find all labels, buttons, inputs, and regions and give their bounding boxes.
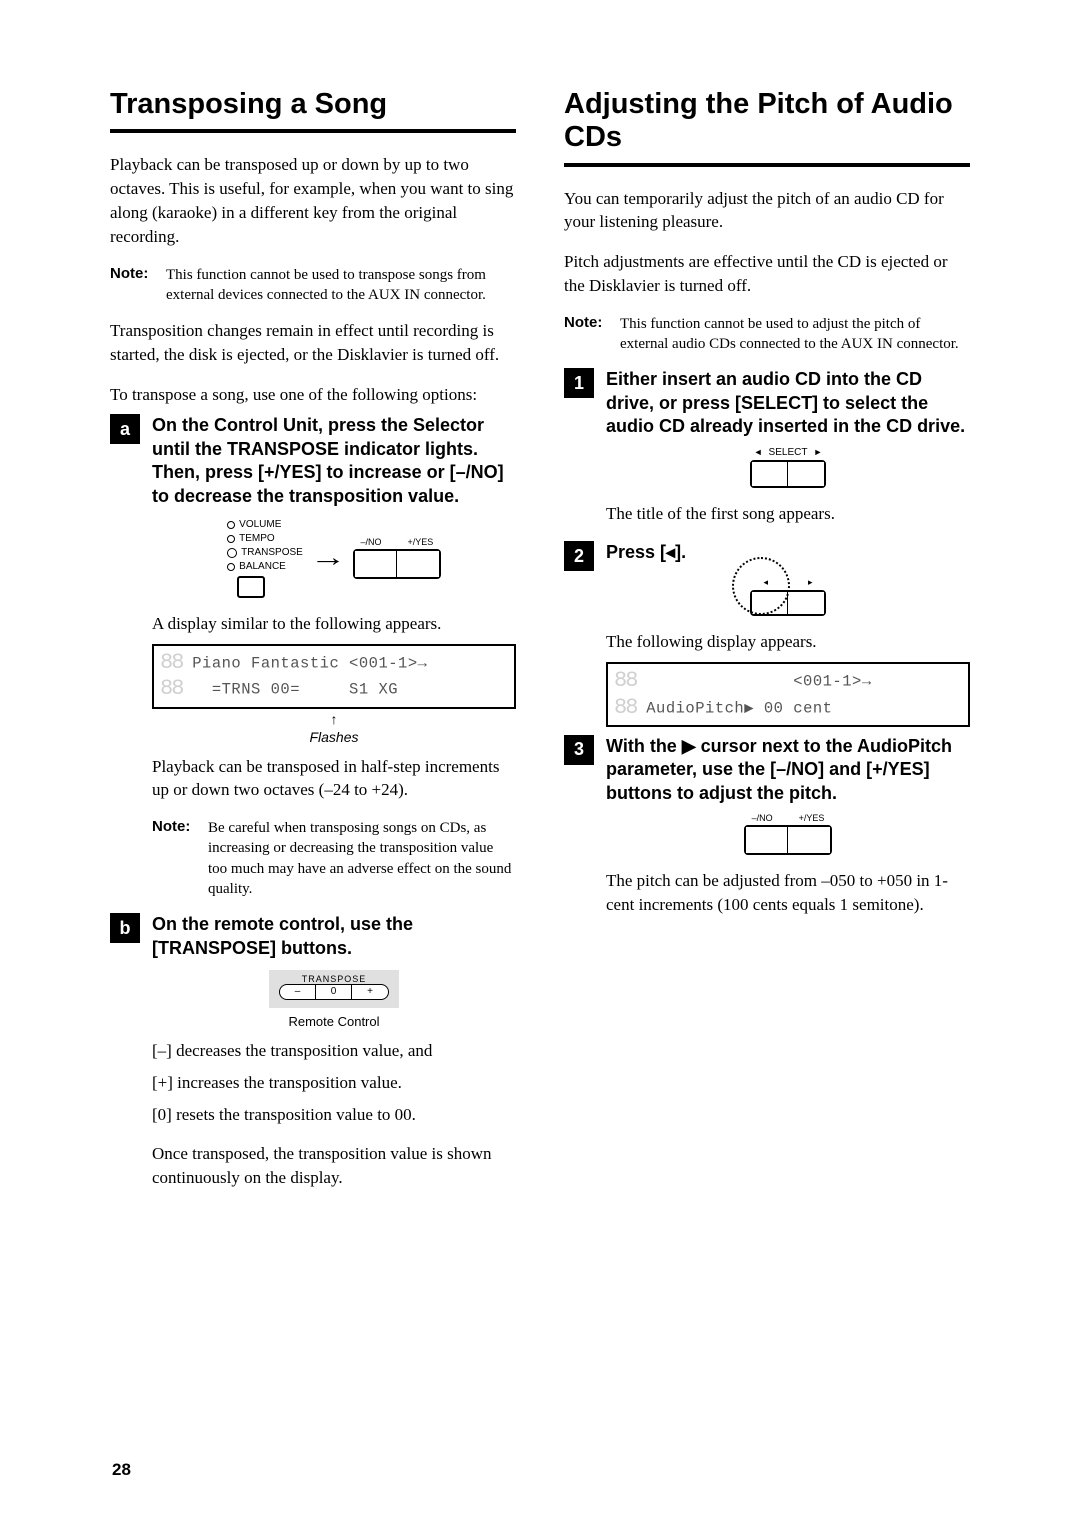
left-p2: Transposition changes remain in effect u… <box>110 319 516 367</box>
right-note1: Note: This function cannot be used to ad… <box>564 314 970 355</box>
lcd2-line1: <001-1>→ <box>636 672 871 690</box>
lcd1-line1: Piano Fantastic <001-1>→ <box>192 654 427 672</box>
select-figure: SELECT <box>606 447 970 488</box>
left-title: Transposing a Song <box>110 88 516 121</box>
left-arrow-icon: ◂ <box>666 541 675 564</box>
remote-btn-zero: 0 <box>316 985 352 999</box>
step-1-text: Either insert an audio CD into the CD dr… <box>606 368 970 438</box>
lcd1-line2: =TRNS 00= S1 XG <box>212 680 398 698</box>
no-label: –/NO <box>752 813 773 823</box>
diamond-right-icon: ▸ <box>808 577 813 588</box>
left-p7: Once transposed, the transposition value… <box>152 1142 516 1190</box>
selector-figure: VOLUME TEMPO TRANSPOSE BALANCE → –/NO +/… <box>152 518 516 598</box>
remote-btn-plus: + <box>352 985 388 999</box>
lcd-display-1: 88 Piano Fantastic <001-1>→ 88 =TRNS 00=… <box>152 644 516 709</box>
selector-label-volume: VOLUME <box>239 518 281 532</box>
right-column: Adjusting the Pitch of Audio CDs You can… <box>564 88 970 1206</box>
selector-button <box>237 576 265 598</box>
lcd-display-2: 88 <001-1>→ 88 AudioPitch▶ 00 cent <box>606 662 970 727</box>
selector-labels: VOLUME TEMPO TRANSPOSE BALANCE <box>227 518 303 574</box>
remote-figure: TRANSPOSE – 0 + Remote Control <box>152 970 516 1029</box>
left-p3: To transpose a song, use one of the foll… <box>110 383 516 407</box>
left-p6c: [0] resets the transposition value to 00… <box>152 1103 516 1127</box>
left-p5: Playback can be transposed in half-step … <box>152 755 516 803</box>
note-text: This function cannot be used to adjust t… <box>620 314 970 355</box>
flash-arrow-icon: ↑ <box>152 713 516 729</box>
left-column: Transposing a Song Playback can be trans… <box>110 88 516 1206</box>
step-a-text: On the Control Unit, press the Selector … <box>152 414 516 508</box>
no-label: –/NO <box>360 537 381 547</box>
step-b-row: b On the remote control, use the [TRANSP… <box>110 913 516 960</box>
yes-label: +/YES <box>799 813 825 823</box>
remote-label: TRANSPOSE <box>279 974 389 984</box>
step-a-row: a On the Control Unit, press the Selecto… <box>110 414 516 508</box>
step-3-marker: 3 <box>564 735 594 765</box>
no-yes-buttons: –/NO +/YES <box>353 537 441 579</box>
note-label: Note: <box>110 265 166 306</box>
step-b-text: On the remote control, use the [TRANSPOS… <box>152 913 516 960</box>
diamond-left-icon: ◂ <box>763 577 768 588</box>
arrow-button-figure: ◂ ▸ <box>606 577 970 616</box>
step-2-marker: 2 <box>564 541 594 571</box>
right-title: Adjusting the Pitch of Audio CDs <box>564 88 970 155</box>
triangle-right-icon <box>813 447 822 458</box>
flashes-label: Flashes <box>152 729 516 745</box>
step-1-marker: 1 <box>564 368 594 398</box>
note-label: Note: <box>564 314 620 355</box>
right-p4: The following display appears. <box>606 630 970 654</box>
no-yes-figure: –/NO +/YES <box>606 813 970 855</box>
left-p6b: [+] increases the transposition value. <box>152 1071 516 1095</box>
lcd2-line2: AudioPitch▶ 00 cent <box>646 699 832 717</box>
left-p6a: [–] decreases the transposition value, a… <box>152 1039 516 1063</box>
step-1-row: 1 Either insert an audio CD into the CD … <box>564 368 970 438</box>
step-2-row: 2 Press [◂]. <box>564 541 970 571</box>
selector-label-transpose: TRANSPOSE <box>241 546 303 560</box>
right-p3: The title of the first song appears. <box>606 502 970 526</box>
section-divider <box>110 129 516 133</box>
select-label: SELECT <box>769 447 808 458</box>
selector-label-tempo: TEMPO <box>239 532 275 546</box>
left-p1: Playback can be transposed up or down by… <box>110 153 516 248</box>
left-note1: Note: This function cannot be used to tr… <box>110 265 516 306</box>
right-p2: Pitch adjustments are effective until th… <box>564 250 970 298</box>
section-divider <box>564 163 970 167</box>
step-3-row: 3 With the ▶ cursor next to the AudioPit… <box>564 735 970 805</box>
yes-label: +/YES <box>407 537 433 547</box>
step-b-marker: b <box>110 913 140 943</box>
left-note2: Note: Be careful when transposing songs … <box>152 818 516 899</box>
triangle-left-icon <box>754 447 763 458</box>
step-2-text: Press [◂]. <box>606 541 686 564</box>
note-text: This function cannot be used to transpos… <box>166 265 516 306</box>
note-text: Be careful when transposing songs on CDs… <box>208 818 516 899</box>
right-p1: You can temporarily adjust the pitch of … <box>564 187 970 235</box>
step-3-text: With the ▶ cursor next to the AudioPitch… <box>606 735 970 805</box>
selector-label-balance: BALANCE <box>239 560 286 574</box>
remote-caption: Remote Control <box>288 1014 379 1029</box>
left-p4: A display similar to the following appea… <box>152 612 516 636</box>
page-number: 28 <box>112 1460 131 1480</box>
note-label: Note: <box>152 818 208 899</box>
step-a-marker: a <box>110 414 140 444</box>
remote-btn-minus: – <box>280 985 316 999</box>
right-p5: The pitch can be adjusted from –050 to +… <box>606 869 970 917</box>
arrow-right-icon: → <box>310 543 346 573</box>
